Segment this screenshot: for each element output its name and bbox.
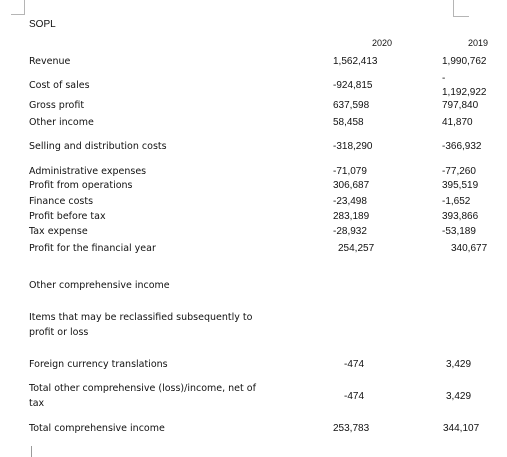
row-gross-profit: Gross profit 637,598 797,840	[0, 100, 507, 114]
row-fx-translations: Foreign currency translations -474 3,429	[0, 359, 507, 373]
row-label: Cost of sales	[29, 80, 90, 91]
value-2020: 58,458	[333, 117, 364, 128]
row-label: Other comprehensive income	[29, 280, 170, 291]
value-2019: 340,677	[451, 243, 488, 254]
value-2020: -28,932	[333, 226, 367, 237]
margin-corner-mark-right	[453, 0, 469, 17]
value-2019: 797,840	[442, 100, 479, 111]
row-oci-heading: Other comprehensive income	[0, 280, 507, 294]
row-selling-costs: Selling and distribution costs -318,290 …	[0, 141, 507, 155]
value-2019: 393,866	[442, 211, 479, 222]
row-reclassified-heading: Items that may be reclassified subsequen…	[0, 310, 507, 342]
value-2020: 283,189	[333, 211, 370, 222]
value-2020: 254,257	[338, 243, 375, 254]
row-total-comprehensive-income: Total comprehensive income 253,783 344,1…	[0, 423, 507, 437]
row-finance-costs: Finance costs -23,498 -1,652	[0, 196, 507, 210]
row-total-oci: Total other comprehensive (loss)/income,…	[0, 381, 507, 413]
row-admin-expenses: Administrative expenses -71,079 -77,260	[0, 166, 507, 180]
row-label: Total comprehensive income	[29, 423, 165, 434]
statement-title: SOPL	[29, 19, 56, 30]
value-2019: 3,429	[446, 359, 472, 370]
value-2019: -53,189	[442, 226, 476, 237]
row-label: Total other comprehensive (loss)/income,…	[29, 383, 256, 409]
row-profit-before-tax: Profit before tax 283,189 393,866	[0, 211, 507, 225]
row-label: Profit before tax	[29, 211, 106, 222]
value-2020: -474	[344, 391, 365, 402]
value-2020: -23,498	[333, 196, 367, 207]
value-2020: 253,783	[333, 423, 370, 434]
value-2019: 3,429	[446, 391, 472, 402]
row-cost-of-sales: Cost of sales -924,815 - 1,192,922	[0, 73, 507, 98]
value-2019: 395,519	[442, 180, 479, 191]
value-2019: 41,870	[442, 117, 473, 128]
row-label: Selling and distribution costs	[29, 141, 167, 152]
row-revenue: Revenue 1,562,413 1,990,762	[0, 56, 507, 70]
row-label: Foreign currency translations	[29, 359, 168, 370]
value-2020: -71,079	[333, 166, 367, 177]
text-cursor	[31, 446, 32, 457]
value-2020: 1,562,413	[333, 56, 378, 67]
row-profit-year: Profit for the financial year 254,257 34…	[0, 243, 507, 257]
row-label: Gross profit	[29, 100, 85, 111]
row-label: Tax expense	[29, 226, 88, 237]
row-label: Profit from operations	[29, 180, 133, 191]
row-tax-expense: Tax expense -28,932 -53,189	[0, 226, 507, 240]
value-2019: -366,932	[442, 141, 482, 152]
row-profit-operations: Profit from operations 306,687 395,519	[0, 180, 507, 194]
row-label: Finance costs	[29, 196, 94, 207]
value-2019-sign: -	[442, 73, 446, 84]
row-other-income: Other income 58,458 41,870	[0, 117, 507, 131]
value-2020: 306,687	[333, 180, 370, 191]
value-2019: 344,107	[443, 423, 480, 434]
row-label: Profit for the financial year	[29, 243, 156, 254]
row-label: Revenue	[29, 56, 71, 67]
value-2019: -77,260	[442, 166, 476, 177]
value-2019: -1,652	[442, 196, 471, 207]
row-label: Other income	[29, 117, 94, 128]
year-header-2020: 2020	[372, 38, 393, 48]
margin-corner-mark	[11, 0, 25, 15]
year-header-2019: 2019	[468, 38, 489, 48]
value-2019: 1,990,762	[442, 56, 487, 67]
row-label: Administrative expenses	[29, 166, 147, 177]
value-2020: -474	[344, 359, 365, 370]
value-2019: 1,192,922	[442, 87, 487, 98]
row-label: Items that may be reclassified subsequen…	[29, 312, 253, 338]
value-2020: -924,815	[333, 80, 373, 91]
value-2020: -318,290	[333, 141, 373, 152]
value-2020: 637,598	[333, 100, 370, 111]
